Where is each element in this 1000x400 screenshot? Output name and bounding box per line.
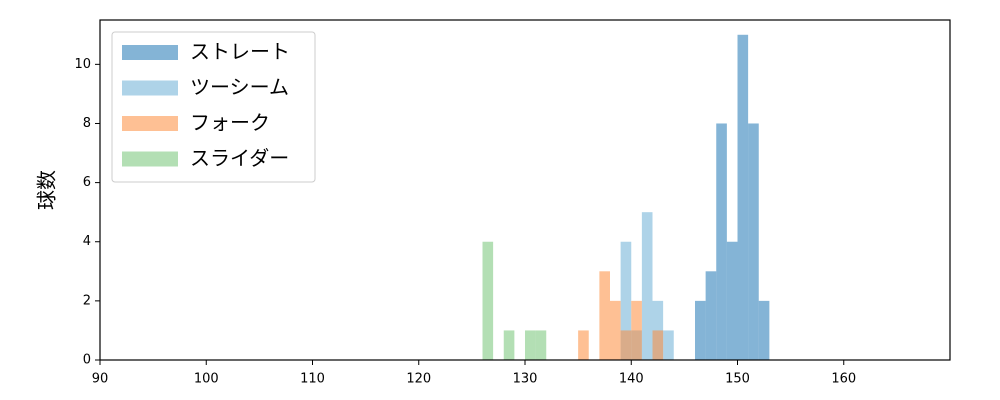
bar bbox=[525, 330, 536, 360]
bar bbox=[503, 330, 515, 360]
legend-swatch bbox=[122, 151, 178, 167]
bar bbox=[652, 330, 664, 360]
legend-label: ツーシーム bbox=[190, 75, 289, 99]
x-tick-label: 90 bbox=[92, 372, 109, 387]
bar bbox=[535, 330, 547, 360]
bar bbox=[578, 330, 589, 360]
bar bbox=[737, 34, 749, 361]
legend-swatch bbox=[122, 80, 178, 96]
x-tick-label: 130 bbox=[513, 372, 538, 387]
bar bbox=[663, 330, 674, 360]
bar bbox=[631, 300, 642, 360]
y-axis-label: 球数 bbox=[35, 170, 59, 210]
bar bbox=[620, 330, 632, 360]
y-tick-label: 6 bbox=[83, 175, 91, 190]
x-tick-label: 150 bbox=[725, 372, 750, 387]
bar bbox=[758, 300, 770, 360]
legend-label: フォーク bbox=[190, 111, 270, 135]
bar bbox=[695, 300, 706, 360]
x-tick-label: 100 bbox=[194, 372, 219, 387]
bar bbox=[716, 123, 727, 360]
bar bbox=[599, 271, 610, 360]
legend-label: スライダー bbox=[190, 146, 289, 170]
bar bbox=[641, 212, 653, 360]
y-tick-label: 10 bbox=[74, 57, 91, 72]
x-tick-label: 160 bbox=[831, 372, 856, 387]
y-tick-label: 8 bbox=[83, 116, 91, 131]
x-tick-label: 140 bbox=[619, 372, 644, 387]
legend-swatch bbox=[122, 45, 178, 60]
legend-label: ストレート bbox=[190, 40, 290, 64]
y-tick-label: 4 bbox=[83, 234, 91, 249]
y-tick-label: 0 bbox=[83, 353, 91, 368]
x-tick-label: 110 bbox=[300, 372, 325, 387]
bar bbox=[620, 241, 632, 360]
legend-swatch bbox=[122, 116, 178, 131]
x-tick-label: 120 bbox=[406, 372, 431, 387]
bar bbox=[610, 300, 621, 360]
y-tick-label: 2 bbox=[83, 293, 91, 308]
bar bbox=[726, 241, 738, 360]
bar bbox=[748, 123, 759, 360]
bar bbox=[482, 241, 494, 360]
legend-frame bbox=[111, 31, 316, 183]
bar bbox=[705, 271, 717, 360]
